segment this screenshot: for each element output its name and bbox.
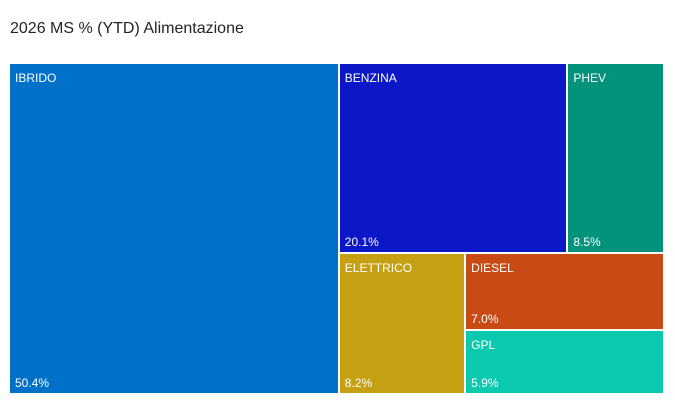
treemap-tile-gpl[interactable]: GPL 5.9% — [466, 330, 663, 393]
tile-value-label: 50.4% — [15, 376, 50, 390]
tile-value-label: 20.1% — [344, 235, 379, 250]
treemap-tile-ibrido[interactable]: IBRIDO 50.4% — [10, 64, 338, 393]
treemap-tile-benzina[interactable]: BENZINA 20.1% — [339, 64, 567, 253]
tile-value-label: 8.2% — [344, 375, 373, 390]
tile-value-label: 8.5% — [573, 235, 601, 250]
tile-category-label: PHEV — [573, 71, 607, 85]
tile-category-label: BENZINA — [344, 71, 397, 85]
tile-value-label: 7.0% — [471, 311, 499, 326]
tile-category-label: DIESEL — [471, 261, 514, 276]
tile-category-label: GPL — [471, 337, 496, 352]
treemap-tile-diesel[interactable]: DIESEL 7.0% — [466, 254, 663, 329]
tile-value-label: 5.9% — [471, 375, 499, 390]
chart-title: 2026 MS % (YTD) Alimentazione — [10, 20, 244, 37]
treemap-tile-phev[interactable]: PHEV 8.5% — [568, 64, 663, 253]
tile-category-label: IBRIDO — [15, 71, 57, 85]
treemap-tile-elettrico[interactable]: ELETTRICO 8.2% — [339, 254, 465, 393]
tile-category-label: ELETTRICO — [344, 261, 413, 276]
